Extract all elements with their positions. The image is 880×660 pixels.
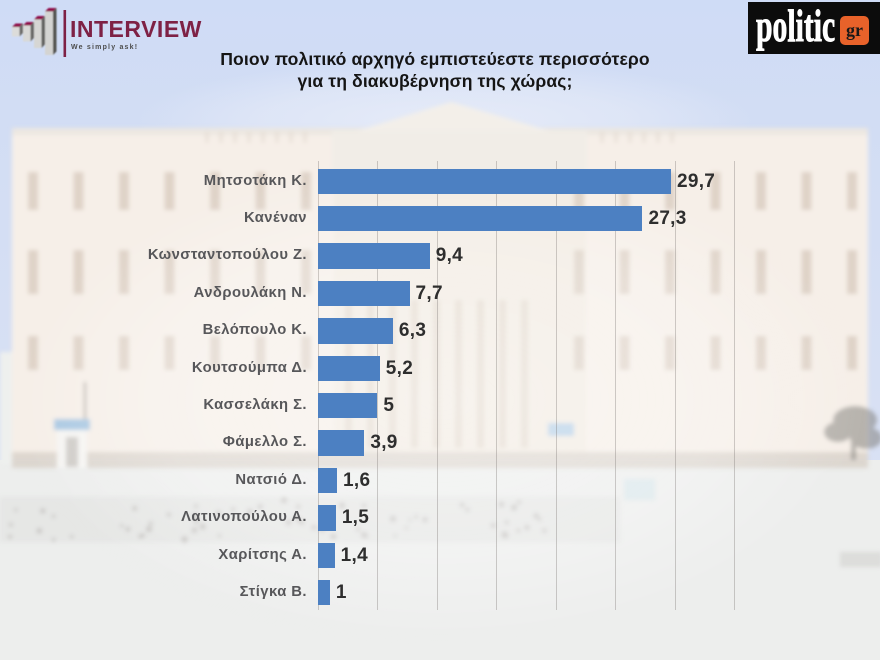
svg-text:We simply ask!: We simply ask! <box>71 44 138 51</box>
svg-text:INTERVIEW: INTERVIEW <box>70 16 202 42</box>
